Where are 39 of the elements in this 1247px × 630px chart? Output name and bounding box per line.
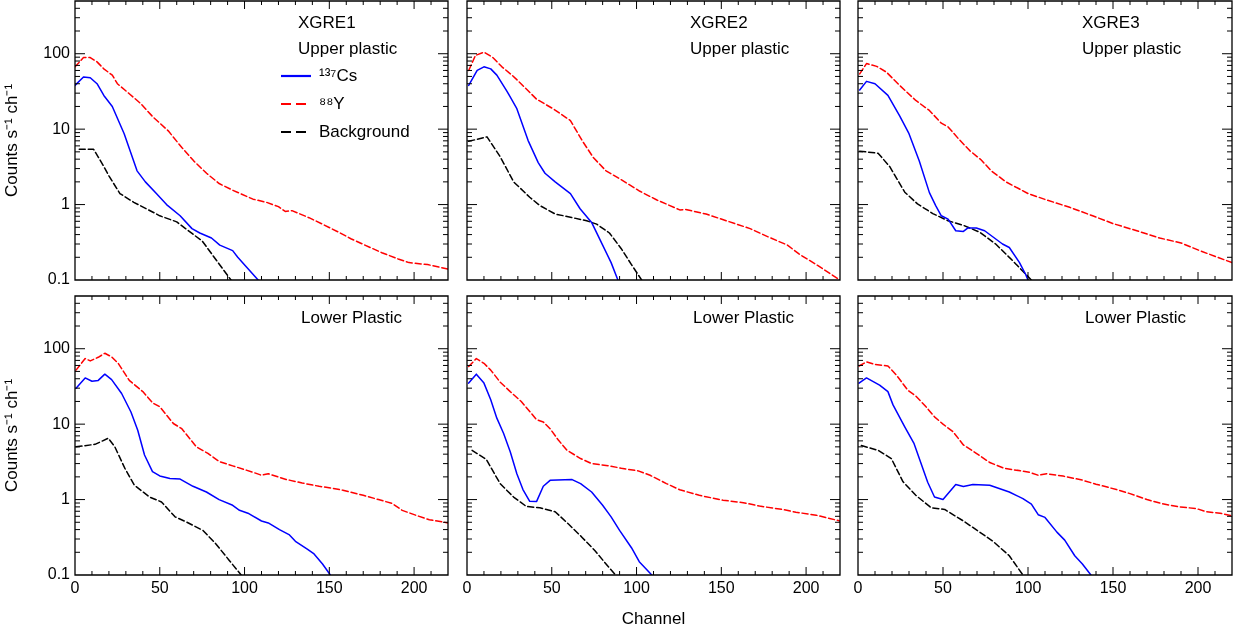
y-tick-label: 100 bbox=[43, 44, 71, 62]
x-tick-label: 100 bbox=[1014, 579, 1042, 597]
x-tick-label: 100 bbox=[231, 579, 258, 597]
y-tick-label: 1 bbox=[61, 194, 71, 212]
x-tick-label: 150 bbox=[707, 579, 735, 597]
x-tick-label: 50 bbox=[150, 579, 169, 597]
y-tick-label: 1 bbox=[61, 489, 71, 507]
x-tick-label: 150 bbox=[1099, 579, 1127, 597]
x-tick-label: 200 bbox=[400, 579, 428, 597]
annotation: XGRE3 bbox=[1082, 12, 1140, 32]
y-axis-title: Counts s⁻¹ ch⁻¹ bbox=[1, 378, 21, 493]
x-tick-label: 50 bbox=[934, 579, 952, 597]
x-tick-label: 100 bbox=[623, 579, 650, 597]
x-tick-label: 50 bbox=[542, 579, 561, 597]
y-tick-label: 10 bbox=[52, 414, 71, 432]
annotation: Upper plastic bbox=[690, 38, 790, 58]
y-tick-label: 0.1 bbox=[47, 270, 71, 288]
y-tick-label: 10 bbox=[52, 119, 71, 137]
annotation: Upper plastic bbox=[1082, 38, 1182, 58]
x-tick-label: 200 bbox=[792, 579, 820, 597]
annotation: XGRE2 bbox=[690, 12, 748, 32]
annotation: Lower Plastic bbox=[693, 307, 795, 327]
y-tick-label: 100 bbox=[43, 339, 71, 357]
annotation: Upper plastic bbox=[298, 38, 398, 58]
annotation: Lower Plastic bbox=[301, 307, 403, 327]
x-tick-label: 0 bbox=[70, 579, 80, 597]
x-tick-label: 150 bbox=[315, 579, 343, 597]
y-axis-title: Counts s⁻¹ ch⁻¹ bbox=[1, 83, 21, 198]
x-tick-label: 0 bbox=[462, 579, 472, 597]
x-tick-label: 0 bbox=[853, 579, 863, 597]
legend-label: ¹³⁷Cs bbox=[319, 65, 358, 85]
x-tick-label: 200 bbox=[1184, 579, 1212, 597]
annotation: XGRE1 bbox=[298, 12, 356, 32]
x-axis-title: Channel bbox=[621, 609, 686, 629]
legend-label: ⁸⁸Y bbox=[319, 93, 345, 113]
legend-label: Background bbox=[319, 121, 410, 141]
line-series bbox=[75, 56, 448, 270]
y-tick-label: 0.1 bbox=[47, 565, 71, 583]
annotation: Lower Plastic bbox=[1085, 307, 1187, 327]
